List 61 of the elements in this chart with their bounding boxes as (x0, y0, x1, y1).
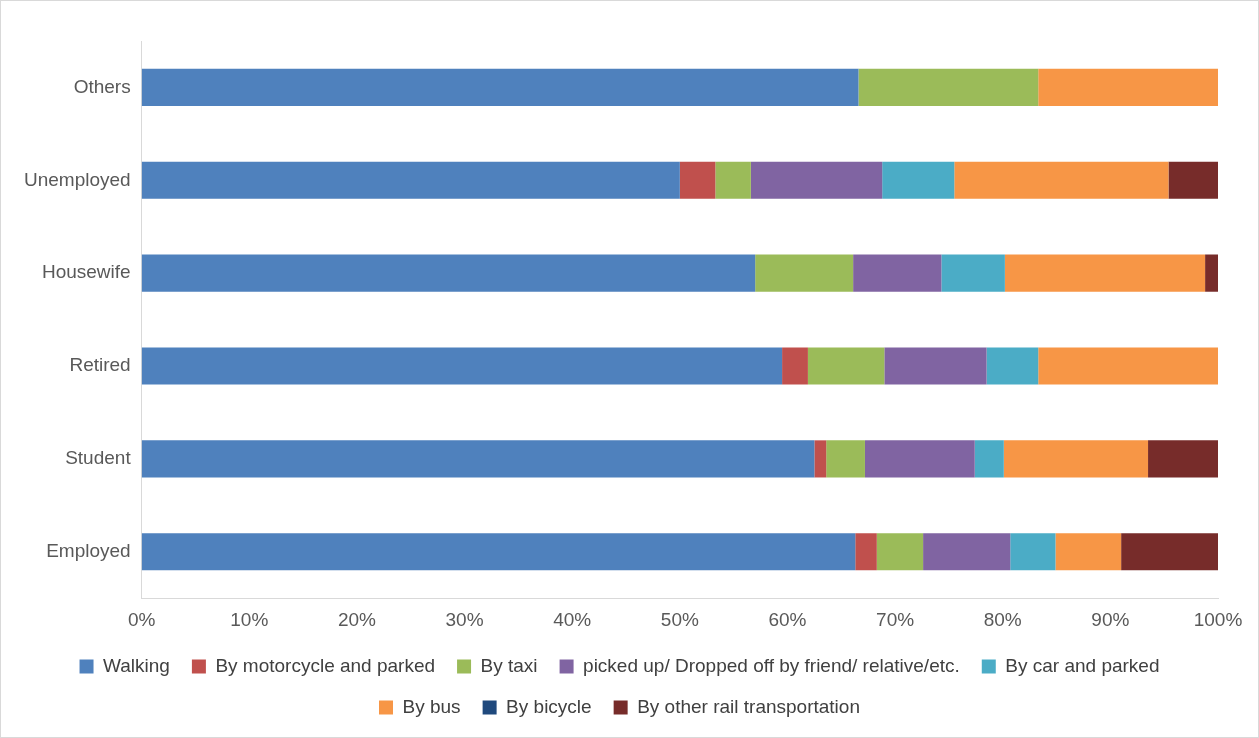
bar (750, 161, 883, 199)
legend-label: Walking (103, 654, 170, 676)
bar (1168, 161, 1218, 199)
bar (715, 161, 751, 199)
bar (853, 254, 942, 292)
bar (1010, 533, 1056, 571)
bar (1055, 533, 1122, 571)
x-tick-label: 80% (983, 608, 1022, 630)
bar (974, 440, 1004, 478)
legend-label: By bicycle (506, 695, 592, 717)
bar (941, 254, 1005, 292)
x-tick-label: 10% (230, 608, 269, 630)
bar (1004, 254, 1206, 292)
x-tick-label: 0% (127, 608, 156, 630)
legend-label: picked up/ Dropped off by friend/ relative/etc. (583, 654, 960, 676)
y-tick-label: Employed (46, 540, 131, 561)
bar (141, 68, 859, 107)
bar (141, 440, 815, 478)
bar (855, 533, 877, 571)
x-tick-label: 30% (445, 608, 484, 630)
y-tick-label: Student (65, 447, 132, 469)
bar (814, 440, 827, 478)
y-tick-label: Retired (69, 354, 131, 376)
bar (864, 440, 975, 478)
x-tick-label: 60% (768, 608, 807, 630)
y-tick-label: Unemployed (24, 168, 131, 190)
x-tick-label: 90% (1091, 608, 1130, 630)
x-tick-label: 40% (553, 608, 592, 630)
bar (1148, 440, 1218, 478)
x-tick-label: 50% (660, 608, 699, 630)
bar (858, 68, 1039, 107)
bar (1038, 68, 1218, 107)
bar (807, 347, 885, 385)
bar (782, 347, 808, 385)
bar (141, 254, 756, 292)
bar (1038, 347, 1218, 385)
x-tick-label: 70% (876, 608, 915, 630)
bar (1205, 254, 1218, 292)
bar (755, 254, 854, 292)
bar (1121, 533, 1218, 571)
bar (141, 347, 783, 385)
bar (826, 440, 865, 478)
bar (1003, 440, 1149, 478)
y-tick-label: Housewife (41, 261, 131, 283)
legend-label: By other rail transportation (637, 695, 860, 717)
bar (882, 161, 955, 199)
legend-label: By motorcycle and parked (215, 654, 436, 676)
bar (141, 533, 856, 571)
bar (876, 533, 924, 571)
y-tick-label: Others (73, 75, 131, 97)
legend-label: By bus (402, 695, 461, 717)
bar (954, 161, 1169, 199)
bar (884, 347, 987, 385)
bar (923, 533, 1011, 571)
legend-label: By taxi (480, 654, 538, 676)
bar (986, 347, 1039, 385)
bar (679, 161, 716, 199)
x-tick-label: 20% (337, 608, 377, 630)
x-tick-label: 100% (1193, 608, 1243, 630)
bar (141, 161, 680, 199)
legend-label: By car and parked (1005, 654, 1160, 676)
